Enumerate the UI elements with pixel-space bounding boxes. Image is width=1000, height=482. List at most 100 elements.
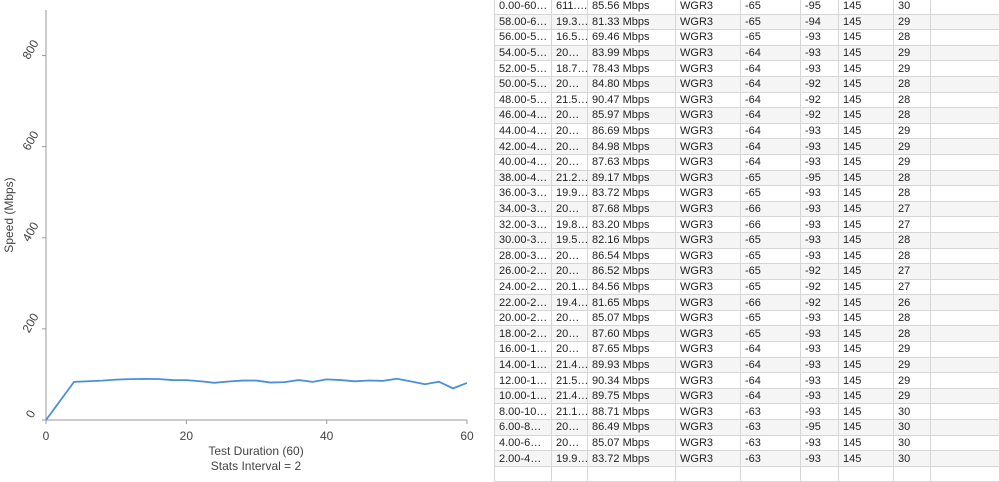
table-cell: WGR3 <box>675 29 741 46</box>
table-cell: 145 <box>838 216 894 233</box>
table-cell: 27 <box>893 263 931 280</box>
table-cell: 145 <box>838 403 894 421</box>
table-cell: 145 <box>838 122 894 140</box>
table-cell: -92 <box>800 91 839 109</box>
table-cell: 28 <box>893 169 931 187</box>
table-cell: 86.69 Mbps <box>587 122 676 140</box>
table-cell: -65 <box>740 309 801 327</box>
table-cell: 81.65 Mbps <box>587 294 676 311</box>
table-cell: 16.5… <box>551 29 588 46</box>
table-cell: 28 <box>893 107 931 124</box>
table-row: 32.00-3… 19.8… 83.20 Mbps WGR3 -66 -93 145 27 <box>494 216 1000 233</box>
table-cell: 145 <box>838 387 894 405</box>
table-cell: 87.63 Mbps <box>587 153 676 171</box>
table-cell: 69.46 Mbps <box>587 29 676 46</box>
table-cell: 19.9… <box>551 450 588 467</box>
table-cell: -93 <box>800 216 839 233</box>
table-cell: -64 <box>740 138 801 155</box>
table-cell: 30 <box>893 419 931 436</box>
table-cell: 83.20 Mbps <box>587 216 676 233</box>
table-cell: 89.17 Mbps <box>587 169 676 187</box>
table-cell: 145 <box>838 356 894 374</box>
table-cell: 145 <box>838 325 894 343</box>
x-tick-label: 40 <box>320 429 334 443</box>
table-cell: WGR3 <box>675 387 741 405</box>
table-cell: 6.00-8… <box>494 419 552 436</box>
table-cell: 36.00-3… <box>494 185 552 202</box>
table-cell: -65 <box>740 169 801 187</box>
table-cell: 29 <box>893 387 931 405</box>
table-cell: -65 <box>740 0 801 15</box>
table-row: 10.00-1… 21.4… 89.75 Mbps WGR3 -64 -93 145 29 <box>494 387 1000 405</box>
table-cell: 30 <box>893 450 931 467</box>
table-cell: 145 <box>838 44 894 62</box>
table-cell: 611.… <box>551 0 588 15</box>
table-cell: 145 <box>838 294 894 311</box>
table-cell: 40.00-4… <box>494 153 552 171</box>
table-row: 14.00-1… 21.4… 89.93 Mbps WGR3 -64 -93 145 29 <box>494 356 1000 374</box>
table-cell: -63 <box>740 403 801 421</box>
x-axis-label: Test Duration (60) <box>208 444 303 458</box>
table-cell: 19.3… <box>551 13 588 31</box>
table-cell: -93 <box>800 325 839 343</box>
table-cell: 145 <box>838 247 894 265</box>
table-cell: -93 <box>800 341 839 358</box>
table-cell: 20… <box>551 153 588 171</box>
table-cell: -93 <box>800 372 839 389</box>
table-cell: 20… <box>551 341 588 358</box>
table-cell: WGR3 <box>675 122 741 140</box>
table-cell: WGR3 <box>675 450 741 467</box>
table-cell: 89.93 Mbps <box>587 356 676 374</box>
table-cell: WGR3 <box>675 185 741 202</box>
table-cell: 145 <box>838 200 894 218</box>
table-row: 2.00-4… 19.9… 83.72 Mbps WGR3 -63 -93 145 30 <box>494 450 1000 467</box>
table-cell: 145 <box>838 341 894 358</box>
table-cell: 20… <box>551 325 588 343</box>
table-cell: -93 <box>800 450 839 467</box>
table-row: 48.00-5… 21.5… 90.47 Mbps WGR3 -64 -92 145 28 <box>494 91 1000 109</box>
table-cell: 90.34 Mbps <box>587 372 676 389</box>
table-cell: 78.43 Mbps <box>587 60 676 77</box>
y-tick-label: 800 <box>19 37 41 62</box>
table-cell: 29 <box>893 138 931 155</box>
table-cell: -93 <box>800 309 839 327</box>
table-cell: 88.71 Mbps <box>587 403 676 421</box>
table-cell: 44.00-4… <box>494 122 552 140</box>
table-row: 16.00-1… 20… 87.65 Mbps WGR3 -64 -93 145 29 <box>494 341 1000 358</box>
table-cell: 21.4… <box>551 356 588 374</box>
table-cell: 145 <box>838 60 894 77</box>
table-cell: 29 <box>893 60 931 77</box>
table-cell: 4.00-6… <box>494 434 552 452</box>
table-cell: 145 <box>838 419 894 436</box>
table-row: 40.00-4… 20… 87.63 Mbps WGR3 -64 -93 145 29 <box>494 153 1000 171</box>
table-cell: -65 <box>740 247 801 265</box>
empty-row <box>494 465 1000 482</box>
table-cell: 19.9… <box>551 185 588 202</box>
table-cell: 16.00-1… <box>494 341 552 358</box>
table-cell: WGR3 <box>675 13 741 31</box>
table-cell: 20… <box>551 200 588 218</box>
table-cell: WGR3 <box>675 200 741 218</box>
table-cell: 145 <box>838 231 894 249</box>
table-cell: WGR3 <box>675 60 741 77</box>
y-tick-label: 200 <box>19 310 41 335</box>
table-cell: 20… <box>551 419 588 436</box>
table-cell: WGR3 <box>675 309 741 327</box>
table-cell: 18.7… <box>551 60 588 77</box>
table-cell: 21.5… <box>551 372 588 389</box>
table-cell: -65 <box>740 263 801 280</box>
table-cell: -92 <box>800 75 839 93</box>
table-cell: 12.00-1… <box>494 372 552 389</box>
table-cell: 145 <box>838 75 894 93</box>
table-cell: WGR3 <box>675 403 741 421</box>
table-cell: 145 <box>838 0 894 15</box>
table-cell: -93 <box>800 138 839 155</box>
table-cell: -63 <box>740 450 801 467</box>
table-row: 58.00-6… 19.3… 81.33 Mbps WGR3 -65 -94 145 29 <box>494 13 1000 31</box>
table-cell: WGR3 <box>675 153 741 171</box>
table-cell: 30 <box>893 434 931 452</box>
table-cell: WGR3 <box>675 294 741 311</box>
table-cell: -93 <box>800 356 839 374</box>
table-cell: -93 <box>800 185 839 202</box>
table-cell: 27 <box>893 216 931 233</box>
